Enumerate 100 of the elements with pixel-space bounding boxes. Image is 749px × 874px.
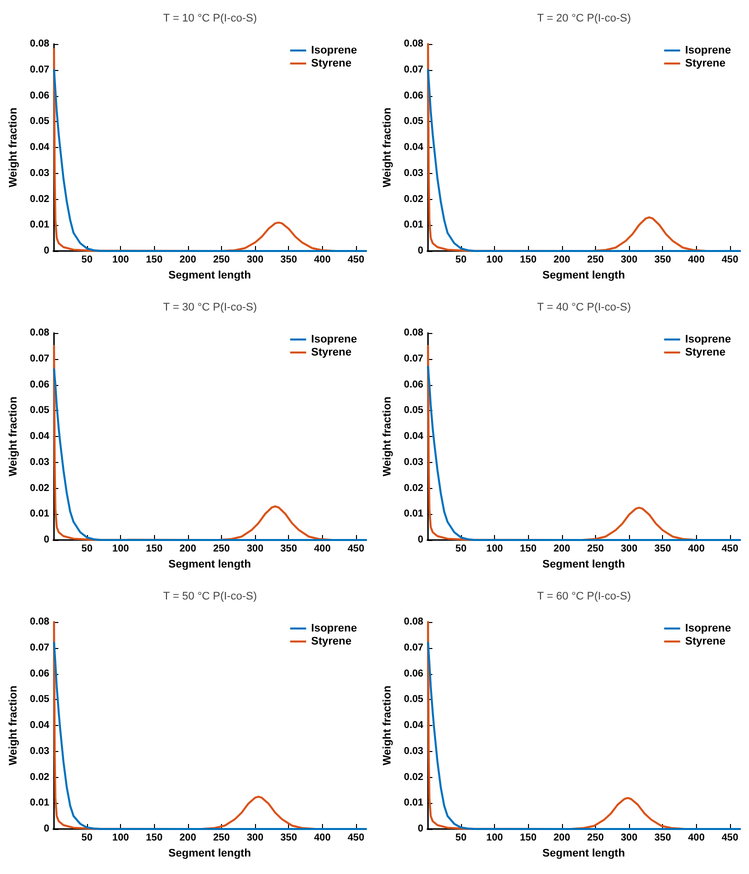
x-tick-label: 400 [314,544,332,554]
legend-label: Styrene [685,346,726,358]
y-tick-label: 0.02 [404,194,424,205]
x-tick-label: 50 [81,254,93,266]
x-tick-label: 300 [620,254,638,266]
x-tick-label: 200 [179,832,197,844]
x-tick-label: 100 [486,254,504,266]
y-tick-label: 0.01 [30,220,50,231]
x-tick-label: 400 [314,832,332,844]
legend-label: Isoprene [311,622,358,634]
y-tick-label: 0 [44,246,50,256]
x-tick-label: 100 [486,832,504,844]
y-tick-label: 0.02 [404,482,424,494]
chart-title: T = 10 °C P(I-co-S) [163,12,257,24]
chart-title: T = 40 °C P(I-co-S) [537,302,631,314]
y-tick-label: 0 [418,534,424,546]
legend-label: Styrene [311,636,352,648]
x-tick-label: 400 [688,254,706,266]
x-tick-label: 400 [314,254,332,266]
x-tick-label: 300 [620,832,638,844]
x-tick-label: 50 [455,832,467,844]
x-tick-label: 150 [520,832,537,844]
y-tick-label: 0.07 [404,353,424,364]
y-tick-label: 0.05 [30,405,50,416]
legend-label: Styrene [685,636,726,648]
y-tick-label: 0.01 [404,508,424,520]
y-tick-label: 0.02 [30,194,50,205]
y-axis-title: Weight fraction [8,685,20,766]
x-tick-label: 250 [587,254,604,266]
y-tick-label: 0.08 [30,328,50,338]
legend-label: Isoprene [685,44,732,56]
legend-label: Isoprene [685,334,732,346]
y-tick-label: 0.02 [30,772,50,783]
y-tick-label: 0.03 [404,456,424,468]
chart-title: T = 30 °C P(I-co-S) [163,302,257,314]
x-tick-label: 450 [348,544,365,554]
x-tick-label: 100 [112,544,130,554]
y-tick-label: 0.05 [30,116,50,128]
x-tick-label: 450 [722,544,739,554]
y-tick-label: 0.07 [30,353,50,364]
x-tick-label: 100 [112,254,130,266]
y-tick-label: 0.06 [404,90,424,102]
y-tick-label: 0.08 [404,616,424,628]
y-tick-label: 0.01 [30,798,50,809]
x-tick-label: 200 [553,544,571,554]
x-tick-label: 150 [146,544,163,554]
x-axis-title: Segment length [168,847,252,860]
y-tick-label: 0.01 [404,220,424,231]
y-tick-label: 0.07 [404,64,424,76]
x-axis-title: Segment length [542,269,626,282]
x-tick-label: 100 [112,832,130,844]
y-tick-label: 0.08 [404,328,424,338]
x-tick-label: 350 [654,832,672,844]
y-tick-label: 0.06 [30,379,50,390]
x-tick-label: 150 [146,254,163,266]
y-tick-label: 0.03 [30,168,50,179]
y-tick-label: 0 [44,534,50,546]
y-tick-label: 0 [418,246,424,256]
y-tick-label: 0.04 [30,142,50,153]
y-tick-label: 0.04 [30,431,50,442]
y-tick-label: 0 [44,824,50,834]
x-tick-label: 100 [486,544,504,554]
y-tick-label: 0.01 [30,508,50,520]
x-tick-label: 250 [587,544,604,554]
y-tick-label: 0.08 [30,38,50,50]
y-tick-label: 0.04 [404,720,424,731]
x-tick-label: 300 [246,832,264,844]
x-tick-label: 200 [179,544,197,554]
y-tick-label: 0.07 [30,642,50,654]
x-tick-label: 50 [455,254,467,266]
y-axis-title: Weight fraction [8,107,20,188]
x-tick-label: 150 [520,544,537,554]
legend-label: Styrene [311,346,352,358]
x-tick-label: 300 [246,544,264,554]
y-tick-label: 0.07 [404,642,424,654]
x-tick-label: 350 [280,544,298,554]
x-axis-title: Segment length [542,847,626,860]
legend-label: Isoprene [311,44,358,56]
x-tick-label: 200 [179,254,197,266]
y-tick-label: 0.05 [404,694,424,706]
legend-label: Isoprene [685,622,732,634]
y-tick-label: 0.06 [30,90,50,102]
y-tick-label: 0.03 [30,456,50,468]
chart-title: T = 50 °C P(I-co-S) [163,590,257,602]
x-tick-label: 250 [213,832,230,844]
y-tick-label: 0.03 [404,746,424,757]
x-tick-label: 150 [520,254,537,266]
chart-title: T = 20 °C P(I-co-S) [537,12,631,24]
legend-label: Isoprene [311,334,358,346]
x-tick-label: 350 [280,254,298,266]
x-axis-title: Segment length [168,558,252,570]
x-tick-label: 200 [553,254,571,266]
y-tick-label: 0.04 [30,720,50,731]
x-tick-label: 450 [348,832,365,844]
y-tick-label: 0.06 [404,379,424,390]
y-tick-label: 0.03 [404,168,424,179]
y-tick-label: 0.08 [404,38,424,50]
x-tick-label: 50 [81,832,93,844]
y-axis-title: Weight fraction [8,396,20,476]
y-tick-label: 0.05 [404,116,424,128]
